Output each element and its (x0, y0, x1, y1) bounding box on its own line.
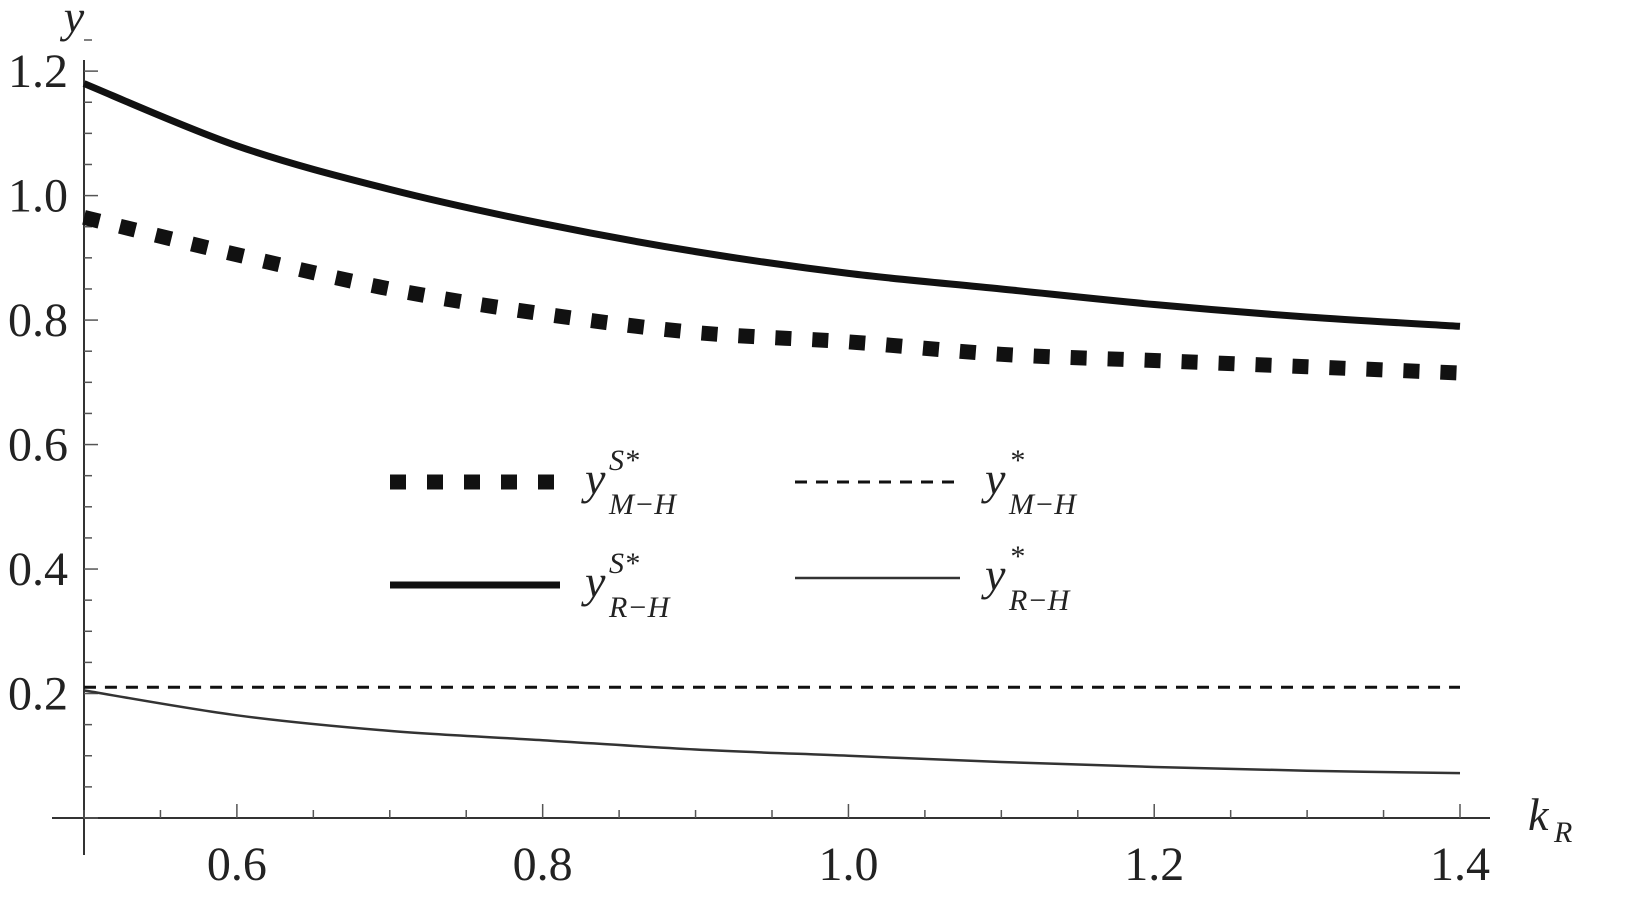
x-tick-label: 0.6 (207, 838, 267, 891)
y-axis-label: y (60, 0, 85, 42)
x-tick-label: 1.2 (1124, 838, 1184, 891)
legend-label-3: y (981, 549, 1006, 600)
series-line-3 (83, 689, 1461, 775)
legend-label-sub-3: R−H (1008, 584, 1072, 617)
legend-label-sup-0: S* (609, 444, 639, 477)
legend-label-2: y (581, 556, 606, 607)
x-tick-label: 1.0 (818, 838, 878, 891)
series-line-2 (82, 80, 1461, 330)
x-axis-label-sub: R (1553, 816, 1572, 849)
legend-label-sup-2: S* (609, 547, 639, 580)
series-line-0 (82, 210, 1461, 381)
x-tick-label: 1.4 (1430, 838, 1490, 891)
legend-label-sub-1: M−H (1008, 488, 1078, 521)
legend-label-sub-2: R−H (608, 591, 672, 624)
legend-label-sub-0: M−H (608, 488, 678, 521)
y-tick-label: 0.2 (8, 668, 68, 721)
legend-label-sup-1: * (1009, 444, 1024, 477)
y-tick-label: 0.4 (8, 543, 68, 596)
legend: y S*M−Hy *M−Hy S*R−Hy *R−H (390, 444, 1078, 624)
x-axis-label: k (1528, 789, 1550, 840)
series-layer (82, 80, 1461, 775)
x-tick-label: 0.8 (513, 838, 573, 891)
y-tick-label: 0.6 (8, 419, 68, 472)
legend-label-1: y (981, 453, 1006, 504)
y-tick-label: 0.8 (8, 294, 68, 347)
axes: 0.6 0.8 1.0 1.2 1.40.20.40.60.81.01.2yk R (8, 0, 1572, 891)
y-tick-label: 1.2 (8, 45, 68, 98)
legend-label-sup-3: * (1009, 540, 1024, 573)
y-tick-label: 1.0 (8, 170, 68, 223)
legend-label-0: y (581, 453, 606, 504)
